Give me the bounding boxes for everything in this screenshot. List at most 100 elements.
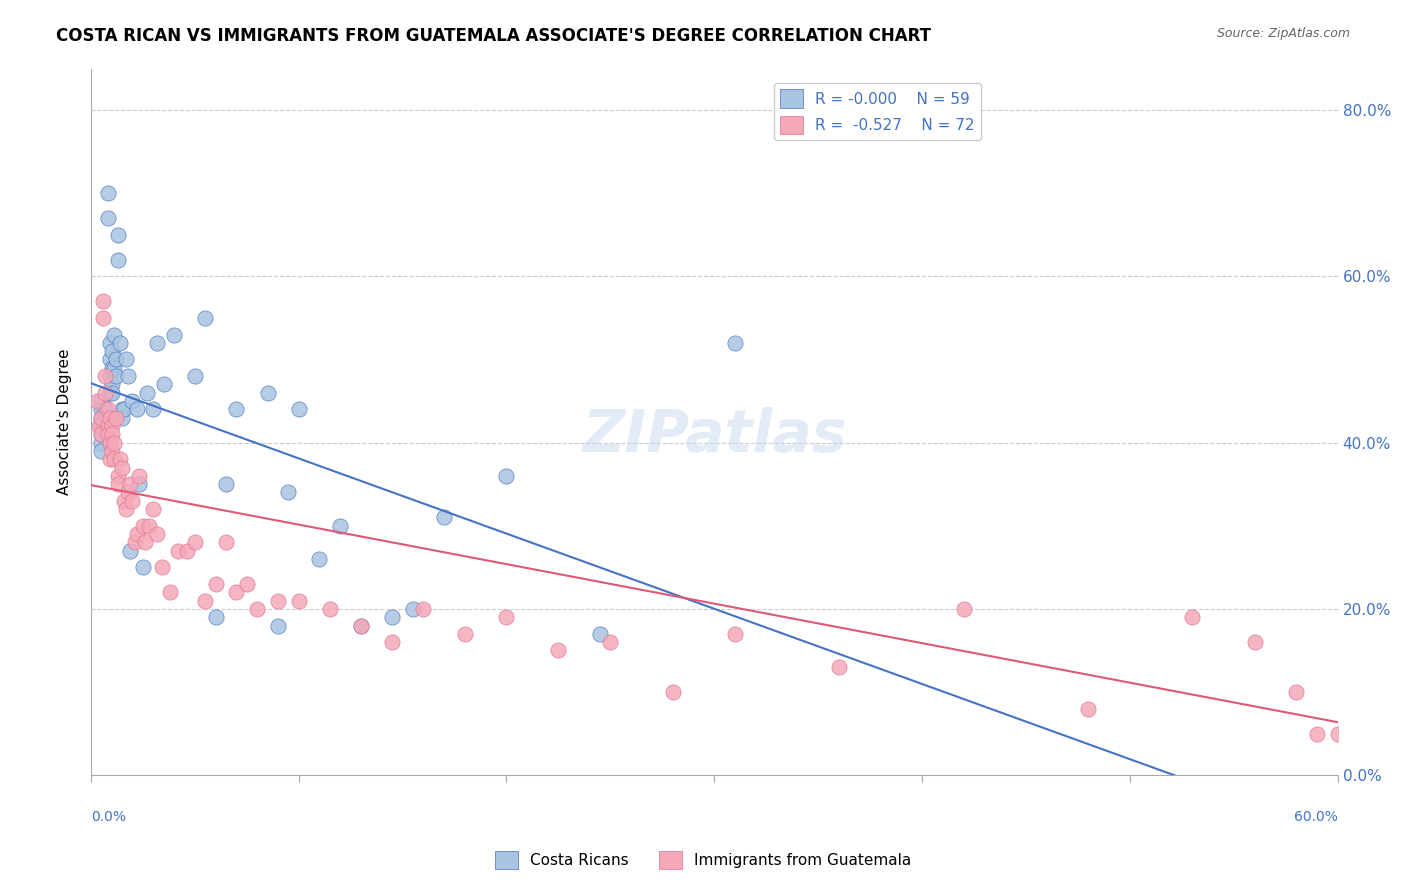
Point bbox=[412, 602, 434, 616]
Point bbox=[124, 535, 146, 549]
Point bbox=[256, 385, 278, 400]
Point bbox=[90, 410, 112, 425]
Point bbox=[86, 394, 108, 409]
Point bbox=[1077, 701, 1099, 715]
Point bbox=[100, 427, 122, 442]
Point bbox=[136, 385, 159, 400]
Point bbox=[104, 410, 127, 425]
Point bbox=[828, 660, 851, 674]
Text: ZIPatlas: ZIPatlas bbox=[582, 408, 846, 465]
Point bbox=[350, 618, 373, 632]
Point bbox=[176, 543, 198, 558]
Point bbox=[167, 543, 190, 558]
Point bbox=[215, 477, 238, 491]
Point bbox=[138, 518, 160, 533]
Point bbox=[152, 377, 174, 392]
Point bbox=[125, 402, 148, 417]
Point bbox=[93, 310, 115, 325]
Point bbox=[104, 352, 127, 367]
Point bbox=[100, 377, 122, 392]
Point bbox=[90, 402, 112, 417]
Point bbox=[117, 369, 139, 384]
Point bbox=[1243, 635, 1265, 649]
Point bbox=[225, 402, 247, 417]
Point bbox=[454, 627, 477, 641]
Point bbox=[287, 593, 309, 607]
Point bbox=[120, 543, 142, 558]
Point bbox=[146, 335, 169, 350]
Point bbox=[100, 360, 122, 375]
Point bbox=[236, 577, 259, 591]
Point bbox=[246, 602, 269, 616]
Point bbox=[107, 227, 129, 242]
Point bbox=[329, 518, 352, 533]
Point bbox=[287, 402, 309, 417]
Point bbox=[128, 477, 150, 491]
Point bbox=[204, 577, 226, 591]
Point bbox=[120, 477, 142, 491]
Point bbox=[103, 360, 125, 375]
Point bbox=[724, 627, 747, 641]
Legend: R = -0.000    N = 59, R =  -0.527    N = 72: R = -0.000 N = 59, R = -0.527 N = 72 bbox=[775, 83, 981, 140]
Point bbox=[194, 310, 217, 325]
Point bbox=[495, 610, 517, 624]
Point bbox=[94, 410, 117, 425]
Point bbox=[103, 452, 125, 467]
Point bbox=[547, 643, 569, 657]
Point bbox=[194, 593, 217, 607]
Point bbox=[98, 369, 121, 384]
Point bbox=[1326, 726, 1348, 740]
Point bbox=[107, 477, 129, 491]
Point bbox=[90, 419, 112, 434]
Text: COSTA RICAN VS IMMIGRANTS FROM GUATEMALA ASSOCIATE'S DEGREE CORRELATION CHART: COSTA RICAN VS IMMIGRANTS FROM GUATEMALA… bbox=[56, 27, 931, 45]
Point bbox=[89, 419, 111, 434]
Point bbox=[184, 535, 207, 549]
Point bbox=[93, 294, 115, 309]
Text: Source: ZipAtlas.com: Source: ZipAtlas.com bbox=[1216, 27, 1350, 40]
Point bbox=[96, 402, 118, 417]
Point bbox=[96, 419, 118, 434]
Point bbox=[215, 535, 238, 549]
Point bbox=[163, 327, 186, 342]
Point bbox=[98, 410, 121, 425]
Point bbox=[1389, 693, 1406, 707]
Point bbox=[1285, 685, 1308, 699]
Point bbox=[90, 427, 112, 442]
Point bbox=[111, 402, 134, 417]
Point bbox=[589, 627, 612, 641]
Point bbox=[108, 335, 131, 350]
Point bbox=[495, 468, 517, 483]
Point bbox=[90, 410, 112, 425]
Point bbox=[1306, 726, 1329, 740]
Point bbox=[1347, 652, 1369, 666]
Point bbox=[402, 602, 425, 616]
Point bbox=[121, 394, 143, 409]
Point bbox=[112, 402, 135, 417]
Point bbox=[142, 402, 165, 417]
Point bbox=[381, 635, 404, 649]
Point bbox=[125, 527, 148, 541]
Point bbox=[433, 510, 456, 524]
Point bbox=[308, 552, 330, 566]
Point bbox=[90, 427, 112, 442]
Point bbox=[952, 602, 974, 616]
Point bbox=[111, 410, 134, 425]
Point bbox=[267, 593, 290, 607]
Point bbox=[98, 452, 121, 467]
Point bbox=[1181, 610, 1204, 624]
Point bbox=[100, 419, 122, 434]
Point bbox=[90, 435, 112, 450]
Point bbox=[90, 444, 112, 458]
Point bbox=[134, 535, 156, 549]
Point bbox=[146, 527, 169, 541]
Point bbox=[132, 560, 155, 574]
Point bbox=[184, 369, 207, 384]
Point bbox=[98, 335, 121, 350]
Point bbox=[661, 685, 683, 699]
Text: 0.0%: 0.0% bbox=[91, 811, 127, 824]
Point bbox=[108, 452, 131, 467]
Point bbox=[117, 485, 139, 500]
Point bbox=[107, 252, 129, 267]
Point bbox=[724, 335, 747, 350]
Point bbox=[1368, 685, 1391, 699]
